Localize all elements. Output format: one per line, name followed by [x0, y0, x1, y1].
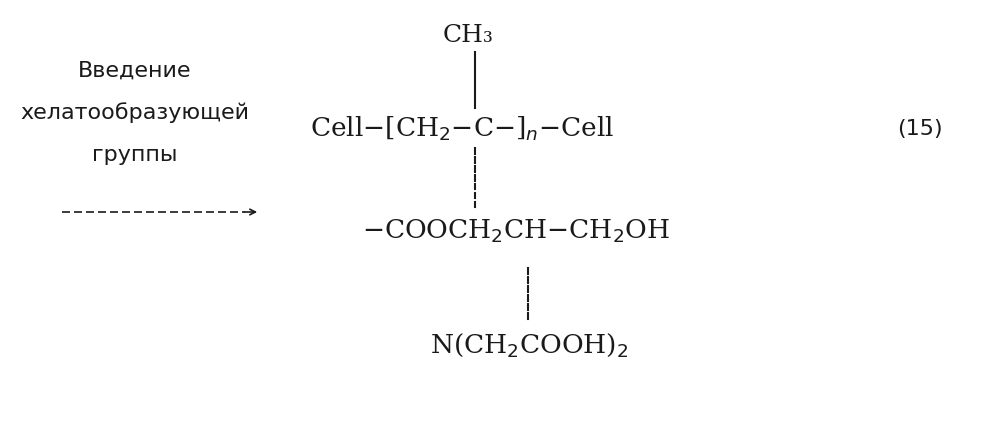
Text: $-$COOCH$_2$CH$-$CH$_2$OH: $-$COOCH$_2$CH$-$CH$_2$OH [362, 217, 670, 244]
Text: (15): (15) [897, 119, 943, 139]
Text: хелатообразующей: хелатообразующей [21, 102, 250, 123]
Text: Введение: Введение [78, 61, 192, 81]
Text: N(CH$_2$COOH)$_2$: N(CH$_2$COOH)$_2$ [430, 330, 629, 358]
Text: группы: группы [92, 144, 178, 165]
Text: Cell$-$[CH$_2$$-$C$-$]$_n$$-$Cell: Cell$-$[CH$_2$$-$C$-$]$_n$$-$Cell [310, 114, 615, 143]
Text: CH₃: CH₃ [442, 25, 493, 47]
